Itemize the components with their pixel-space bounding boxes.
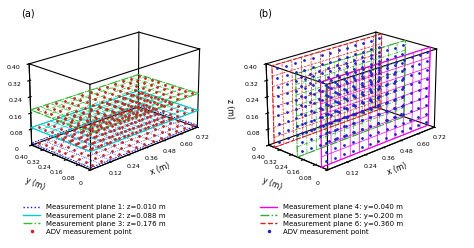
Legend: Measurement plane 1: z=0.010 m, Measurement plane 2: z=0.088 m, Measurement plan: Measurement plane 1: z=0.010 m, Measurem… (23, 204, 165, 235)
Y-axis label: y (m): y (m) (24, 176, 46, 192)
X-axis label: x (m): x (m) (149, 161, 171, 177)
X-axis label: x (m): x (m) (386, 161, 408, 177)
Text: (b): (b) (258, 9, 272, 19)
Legend: Measurement plane 4: y=0.040 m, Measurement plane 5: y=0.200 m, Measurement plan: Measurement plane 4: y=0.040 m, Measurem… (260, 204, 403, 235)
Y-axis label: y (m): y (m) (261, 176, 283, 192)
Text: (a): (a) (21, 9, 35, 19)
